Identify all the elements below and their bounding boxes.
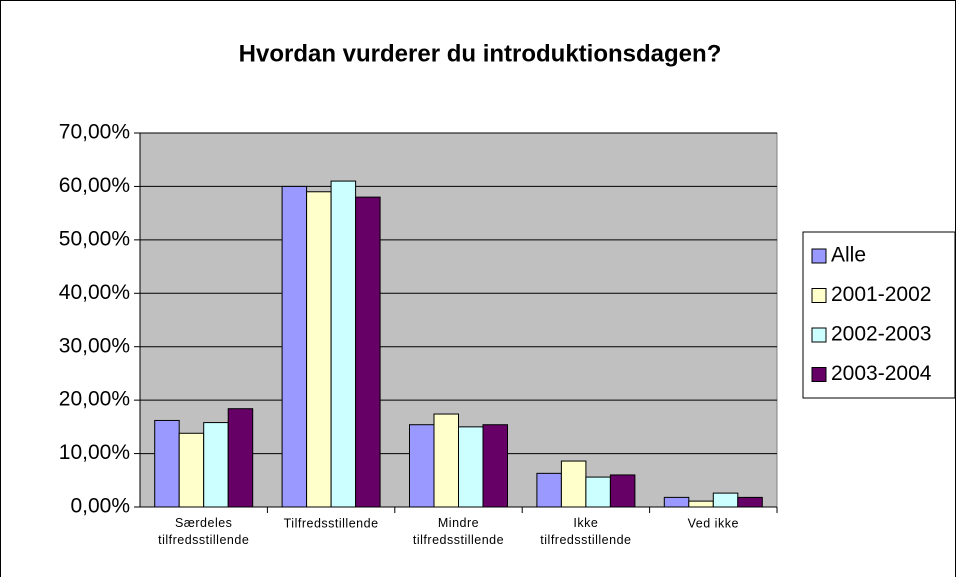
bar (281, 185, 308, 508)
bar (178, 432, 205, 508)
bar (227, 408, 254, 508)
bar (433, 413, 459, 508)
legend-swatch (811, 327, 827, 343)
legend-label: 2001-2002 (831, 283, 931, 306)
legend-label: Alle (831, 244, 866, 267)
bar (154, 419, 180, 508)
bar (409, 424, 435, 508)
y-tick-label: 20,00% (59, 388, 130, 411)
bar (482, 424, 508, 508)
bar (306, 191, 332, 508)
y-tick-label: 10,00% (59, 441, 130, 464)
bar (355, 196, 381, 508)
bar (585, 476, 611, 508)
legend-swatch (811, 367, 827, 382)
y-tick-label: 0,00% (70, 495, 130, 518)
x-tick-label: Særdeles tilfredsstillende (158, 516, 249, 547)
bar (203, 422, 229, 508)
legend-swatch (811, 248, 827, 264)
legend-box (802, 231, 956, 399)
bar (330, 180, 357, 508)
y-tick-label: 70,00% (59, 121, 130, 144)
bar (560, 460, 587, 508)
legend-swatch (811, 288, 827, 303)
bar (688, 500, 714, 508)
bar (663, 496, 690, 508)
x-tick-label: Ved ikke (688, 516, 739, 530)
bar (609, 474, 636, 508)
y-tick-label: 50,00% (59, 227, 130, 250)
y-tick-label: 40,00% (59, 281, 130, 304)
x-tick-label: Mindre tilfredsstillende (413, 516, 504, 547)
y-tick-label: 30,00% (59, 334, 130, 357)
bar (536, 472, 562, 508)
chart-title: Hvordan vurderer du introduktionsdagen? (239, 40, 722, 67)
legend-label: 2002-2003 (831, 323, 931, 346)
y-tick-label: 60,00% (59, 174, 130, 197)
bar (737, 496, 763, 508)
x-tick-label: Tilfredsstillende (284, 516, 379, 530)
legend-label: 2003-2004 (831, 362, 932, 385)
bar (712, 492, 739, 508)
bar (458, 426, 484, 508)
x-tick-label: Ikke tilfredsstillende (540, 516, 631, 547)
